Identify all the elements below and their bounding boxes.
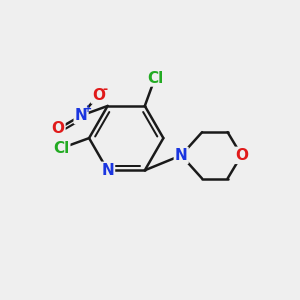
Text: -: - bbox=[102, 83, 107, 96]
Text: N: N bbox=[75, 108, 88, 123]
Text: O: O bbox=[51, 122, 64, 136]
Text: N: N bbox=[175, 148, 188, 163]
Text: O: O bbox=[235, 148, 248, 163]
Text: Cl: Cl bbox=[147, 70, 163, 86]
Text: Cl: Cl bbox=[53, 141, 69, 156]
Text: +: + bbox=[84, 104, 92, 114]
Text: O: O bbox=[92, 88, 105, 103]
Text: N: N bbox=[101, 163, 114, 178]
